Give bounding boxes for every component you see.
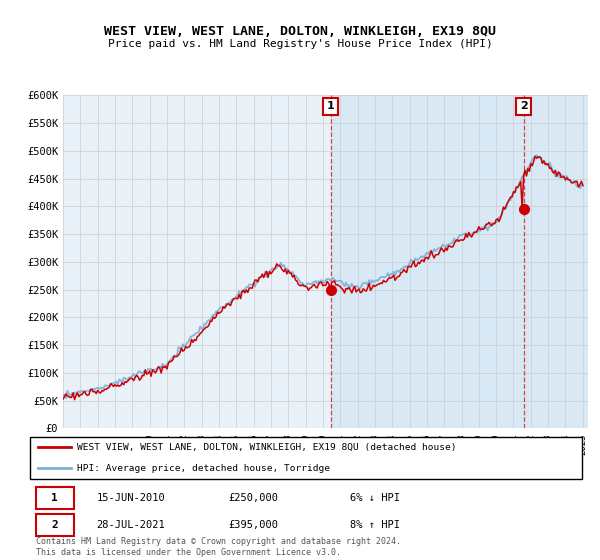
Bar	[331, 95, 588, 428]
Text: WEST VIEW, WEST LANE, DOLTON, WINKLEIGH, EX19 8QU: WEST VIEW, WEST LANE, DOLTON, WINKLEIGH,…	[104, 25, 496, 38]
Text: 2: 2	[520, 101, 527, 111]
Text: 8% ↑ HPI: 8% ↑ HPI	[350, 520, 400, 530]
Text: 1: 1	[52, 493, 58, 503]
Text: 28-JUL-2021: 28-JUL-2021	[96, 520, 165, 530]
Text: 6% ↓ HPI: 6% ↓ HPI	[350, 493, 400, 503]
FancyBboxPatch shape	[35, 514, 74, 536]
Text: Contains HM Land Registry data © Crown copyright and database right 2024.
This d: Contains HM Land Registry data © Crown c…	[35, 538, 401, 557]
FancyBboxPatch shape	[30, 437, 582, 479]
Text: HPI: Average price, detached house, Torridge: HPI: Average price, detached house, Torr…	[77, 464, 330, 473]
Text: WEST VIEW, WEST LANE, DOLTON, WINKLEIGH, EX19 8QU (detached house): WEST VIEW, WEST LANE, DOLTON, WINKLEIGH,…	[77, 443, 457, 452]
Text: £250,000: £250,000	[229, 493, 279, 503]
FancyBboxPatch shape	[35, 487, 74, 509]
Text: 15-JUN-2010: 15-JUN-2010	[96, 493, 165, 503]
Text: Price paid vs. HM Land Registry's House Price Index (HPI): Price paid vs. HM Land Registry's House …	[107, 39, 493, 49]
Text: 2: 2	[52, 520, 58, 530]
Text: 1: 1	[327, 101, 335, 111]
Text: £395,000: £395,000	[229, 520, 279, 530]
